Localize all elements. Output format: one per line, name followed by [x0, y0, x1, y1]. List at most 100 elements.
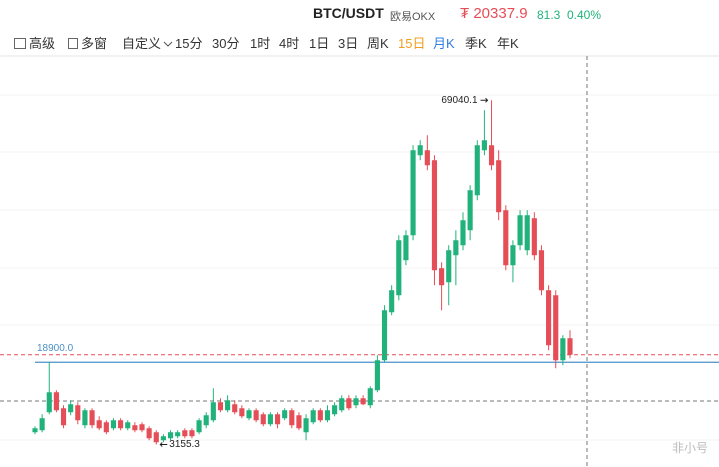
candle-body: [339, 398, 345, 411]
candle-body: [96, 420, 102, 429]
candle-body: [353, 398, 359, 406]
candle-body: [303, 418, 309, 433]
candle-body: [538, 250, 545, 291]
pair[interactable]: BTC/USDT: [313, 5, 384, 21]
candle-body: [324, 410, 331, 421]
candle-body: [496, 160, 502, 213]
candle-body: [417, 145, 423, 156]
candle-body: [567, 338, 573, 355]
candle-body: [182, 430, 188, 437]
candle-body: [267, 414, 273, 425]
candle-body: [524, 215, 530, 251]
candle-body: [60, 408, 67, 426]
candle-body: [203, 415, 209, 426]
candle-body: [139, 424, 145, 431]
candle-body: [439, 268, 445, 286]
max-arrow: [480, 97, 489, 103]
candle-body: [225, 400, 231, 411]
label: 高级: [29, 36, 56, 51]
candle-body: [210, 402, 216, 421]
watermark: 非小号: [672, 441, 708, 455]
candle-body: [246, 410, 252, 419]
candle-body: [403, 235, 409, 261]
advanced-button[interactable]: 高级: [14, 33, 55, 52]
interval[interactable]: 周K: [367, 36, 389, 51]
candle-body: [125, 422, 131, 429]
price-value: 20337.9: [473, 5, 528, 22]
candle-body: [460, 220, 466, 246]
candle-body: [546, 290, 552, 346]
candle-body: [560, 338, 566, 361]
label: 自定义: [122, 36, 162, 51]
candle-body: [253, 410, 259, 421]
candle-body: [239, 408, 245, 417]
candle-body: [274, 414, 281, 425]
candle-body: [332, 405, 338, 415]
candle-body: [553, 295, 559, 361]
candle-body: [453, 240, 459, 256]
interval[interactable]: 季K: [465, 36, 487, 51]
candle-body: [189, 430, 195, 437]
candle-body: [296, 415, 302, 429]
min-arrow: [159, 442, 168, 447]
candle-body: [474, 145, 480, 196]
candle-body: [346, 398, 352, 409]
candle-body: [75, 405, 81, 421]
candle-body: [367, 388, 373, 406]
candle-body: [467, 190, 473, 231]
custom-dropdown[interactable]: 自定义: [122, 33, 173, 52]
candle-body: [89, 410, 95, 426]
interval[interactable]: 年K: [497, 36, 519, 51]
candle-body: [167, 432, 174, 439]
candle-body: [46, 392, 52, 413]
interval[interactable]: 15分: [175, 36, 203, 51]
candle-body: [381, 310, 388, 361]
exchange: 欧易OKX: [390, 11, 436, 23]
candle-body: [260, 414, 266, 425]
candle-body: [424, 150, 430, 166]
candle-body: [531, 218, 537, 256]
reference-label: 18900.0: [37, 343, 74, 354]
candle-body: [410, 150, 416, 236]
candle-body: [503, 210, 509, 266]
candle-body: [53, 392, 59, 411]
candle-body: [39, 418, 45, 431]
candle-body: [160, 436, 166, 441]
min-label: 3155.3: [169, 439, 200, 450]
interval[interactable]: 3日: [338, 36, 359, 51]
price: ₮ 20337.9: [460, 5, 528, 22]
max-label: 69040.1: [441, 95, 478, 106]
caret: [163, 41, 173, 47]
candle-body: [446, 250, 452, 283]
candle-body: [146, 428, 152, 439]
candle-body: [82, 410, 88, 426]
candle-body: [431, 160, 438, 271]
candle-body: [110, 420, 117, 429]
candle-body: [153, 432, 159, 443]
candle-body: [282, 410, 288, 419]
interval-selected[interactable]: 15日: [398, 36, 426, 51]
label: 多窗: [81, 36, 108, 51]
candle-body: [118, 420, 124, 429]
candle-body: [196, 420, 202, 433]
candle-body: [317, 410, 323, 421]
candle-body: [175, 432, 181, 437]
interval[interactable]: 1时: [250, 36, 271, 51]
candle-body: [374, 360, 380, 391]
interval[interactable]: 1日: [309, 36, 330, 51]
candle-body: [310, 410, 316, 423]
candle-body: [32, 428, 38, 433]
change-percent: 0.40%: [567, 8, 602, 22]
candle-body: [103, 422, 109, 433]
interval[interactable]: 月K: [433, 36, 455, 51]
candle-body: [488, 145, 495, 166]
candle-body: [389, 290, 395, 313]
multi-window-button[interactable]: 多窗: [68, 33, 107, 52]
candle-body: [510, 245, 516, 266]
candle-body: [232, 404, 238, 413]
candle-body: [517, 215, 523, 246]
interval[interactable]: 4时: [279, 36, 300, 51]
interval[interactable]: 30分: [212, 36, 240, 51]
